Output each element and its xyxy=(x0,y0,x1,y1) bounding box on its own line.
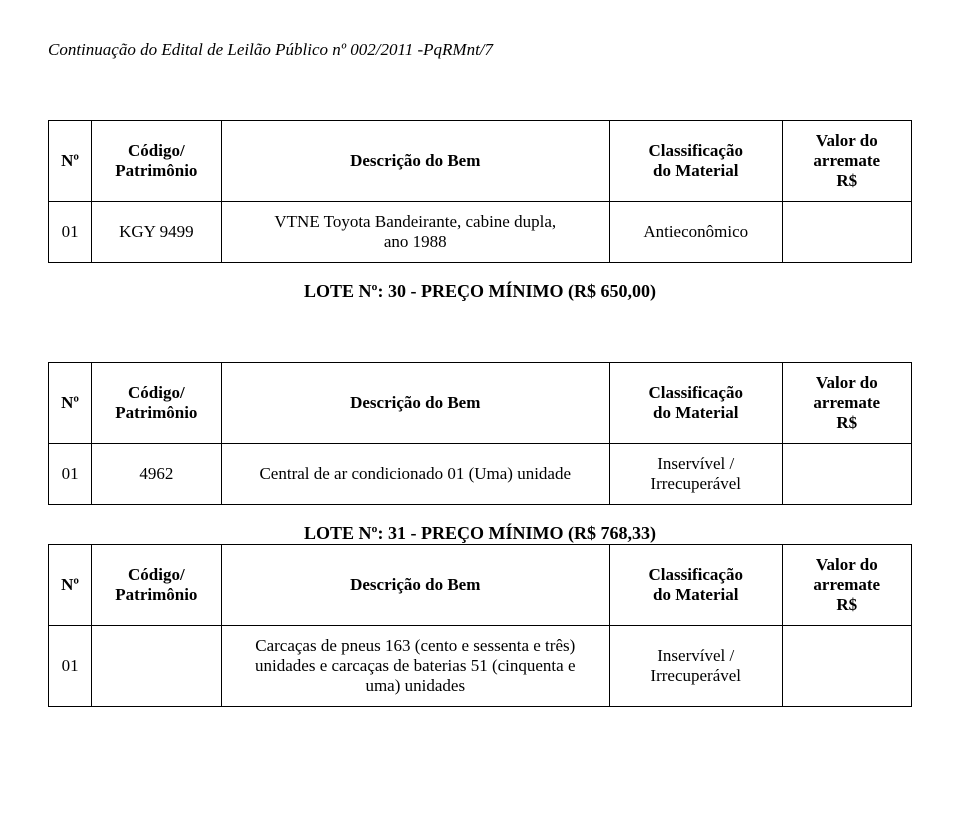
col-header-classificacao: Classificaçãodo Material xyxy=(609,363,782,444)
col-header-descricao: Descrição do Bem xyxy=(221,121,609,202)
cell-valor xyxy=(782,202,911,263)
lot-table-2: Nº Código/Patrimônio Descrição do Bem Cl… xyxy=(48,544,912,707)
col-header-codigo: Código/Patrimônio xyxy=(92,121,221,202)
page-header: Continuação do Edital de Leilão Público … xyxy=(48,40,912,60)
cell-descricao: VTNE Toyota Bandeirante, cabine dupla,an… xyxy=(221,202,609,263)
col-header-descricao: Descrição do Bem xyxy=(221,363,609,444)
cell-n: 01 xyxy=(49,444,92,505)
col-header-classificacao: Classificaçãodo Material xyxy=(609,545,782,626)
table-row: 01 Carcaças de pneus 163 (cento e sessen… xyxy=(49,626,912,707)
cell-descricao: Central de ar condicionado 01 (Uma) unid… xyxy=(221,444,609,505)
cell-codigo xyxy=(92,626,221,707)
col-header-codigo: Código/Patrimônio xyxy=(92,545,221,626)
cell-classificacao: Antieconômico xyxy=(609,202,782,263)
col-header-valor: Valor doarremateR$ xyxy=(782,121,911,202)
cell-classificacao: Inservível /Irrecuperável xyxy=(609,444,782,505)
col-header-n: Nº xyxy=(49,545,92,626)
cell-valor xyxy=(782,626,911,707)
cell-valor xyxy=(782,444,911,505)
cell-descricao: Carcaças de pneus 163 (cento e sessenta … xyxy=(221,626,609,707)
col-header-n: Nº xyxy=(49,121,92,202)
col-header-classificacao: Classificaçãodo Material xyxy=(609,121,782,202)
lote-title-1: LOTE Nº: 31 - PREÇO MÍNIMO (R$ 768,33) xyxy=(48,523,912,544)
cell-classificacao: Inservível /Irrecuperável xyxy=(609,626,782,707)
col-header-valor: Valor doarremateR$ xyxy=(782,363,911,444)
table-row: 01 4962 Central de ar condicionado 01 (U… xyxy=(49,444,912,505)
cell-codigo: 4962 xyxy=(92,444,221,505)
lot-table-1: Nº Código/Patrimônio Descrição do Bem Cl… xyxy=(48,362,912,505)
lote-title-0: LOTE Nº: 30 - PREÇO MÍNIMO (R$ 650,00) xyxy=(48,281,912,302)
col-header-descricao: Descrição do Bem xyxy=(221,545,609,626)
cell-codigo: KGY 9499 xyxy=(92,202,221,263)
col-header-valor: Valor doarremateR$ xyxy=(782,545,911,626)
lot-table-0: Nº Código/Patrimônio Descrição do Bem Cl… xyxy=(48,120,912,263)
col-header-n: Nº xyxy=(49,363,92,444)
cell-n: 01 xyxy=(49,626,92,707)
cell-n: 01 xyxy=(49,202,92,263)
table-row: 01 KGY 9499 VTNE Toyota Bandeirante, cab… xyxy=(49,202,912,263)
col-header-codigo: Código/Patrimônio xyxy=(92,363,221,444)
